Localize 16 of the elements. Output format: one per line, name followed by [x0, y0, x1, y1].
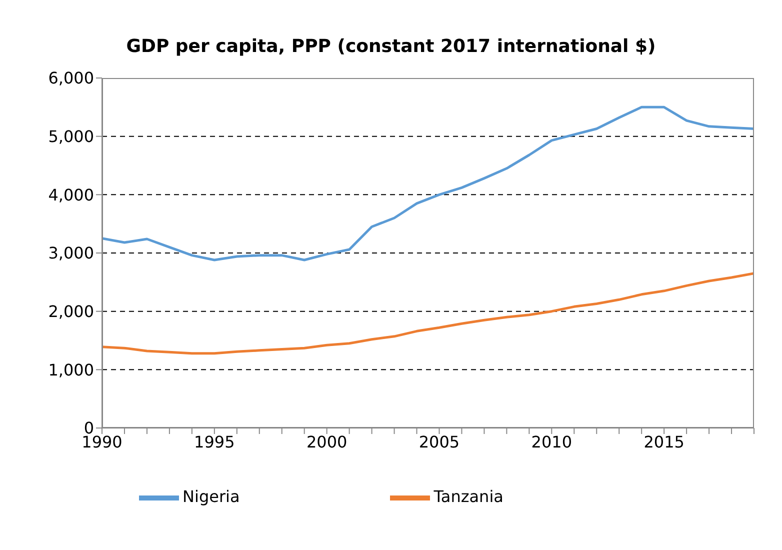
legend-label: Tanzania — [434, 487, 504, 506]
y-tick-label: 4,000 — [48, 185, 94, 204]
legend-label: Nigeria — [182, 487, 240, 506]
x-tick-label: 2010 — [531, 432, 572, 452]
line-series — [102, 272, 754, 355]
x-tick-label: 1995 — [194, 432, 235, 452]
y-tick-label: 5,000 — [48, 127, 94, 146]
x-tick-label: 2000 — [306, 432, 348, 452]
x-tick-label: 2005 — [418, 432, 460, 452]
x-tick-label: 2015 — [644, 432, 684, 452]
y-tick-label: 3,000 — [48, 244, 94, 263]
line-series — [102, 106, 754, 262]
chart-title: GDP per capita, PPP (constant 2017 international $) — [125, 36, 657, 57]
y-tick-label: 2,000 — [48, 302, 94, 322]
y-tick-label: 1,000 — [48, 360, 94, 380]
y-tick-label: 6,000 — [48, 68, 94, 88]
